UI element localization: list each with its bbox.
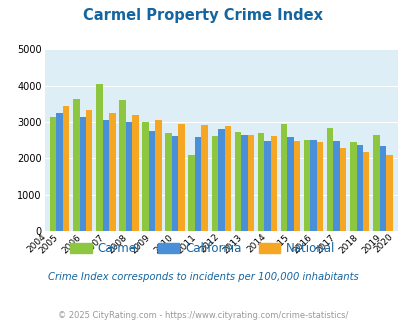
Bar: [385, 155, 392, 231]
Bar: [264, 141, 270, 231]
Bar: [155, 120, 161, 231]
Bar: [309, 140, 316, 231]
Bar: [56, 113, 63, 231]
Bar: [194, 137, 201, 231]
Legend: Carmel, California, National: Carmel, California, National: [66, 237, 339, 260]
Bar: [293, 141, 299, 231]
Bar: [372, 135, 379, 231]
Bar: [333, 141, 339, 231]
Bar: [217, 129, 224, 231]
Bar: [102, 120, 109, 231]
Bar: [339, 148, 345, 231]
Bar: [356, 145, 362, 231]
Bar: [326, 128, 333, 231]
Text: Carmel Property Crime Index: Carmel Property Crime Index: [83, 8, 322, 23]
Bar: [132, 115, 138, 231]
Bar: [287, 137, 293, 231]
Bar: [234, 132, 241, 231]
Bar: [224, 126, 230, 231]
Bar: [73, 98, 79, 231]
Bar: [171, 136, 178, 231]
Bar: [257, 133, 264, 231]
Bar: [188, 155, 194, 231]
Bar: [303, 140, 309, 231]
Bar: [241, 135, 247, 231]
Bar: [79, 116, 86, 231]
Bar: [165, 133, 171, 231]
Bar: [247, 135, 254, 231]
Bar: [379, 147, 385, 231]
Text: Crime Index corresponds to incidents per 100,000 inhabitants: Crime Index corresponds to incidents per…: [47, 272, 358, 282]
Bar: [50, 116, 56, 231]
Bar: [362, 152, 369, 231]
Bar: [211, 136, 217, 231]
Bar: [349, 142, 356, 231]
Bar: [201, 125, 207, 231]
Bar: [119, 100, 126, 231]
Bar: [148, 131, 155, 231]
Bar: [270, 136, 277, 231]
Bar: [96, 84, 102, 231]
Bar: [280, 123, 287, 231]
Bar: [142, 122, 148, 231]
Bar: [63, 107, 69, 231]
Bar: [109, 113, 115, 231]
Bar: [86, 111, 92, 231]
Bar: [126, 122, 132, 231]
Text: © 2025 CityRating.com - https://www.cityrating.com/crime-statistics/: © 2025 CityRating.com - https://www.city…: [58, 311, 347, 320]
Bar: [178, 123, 184, 231]
Bar: [316, 143, 322, 231]
